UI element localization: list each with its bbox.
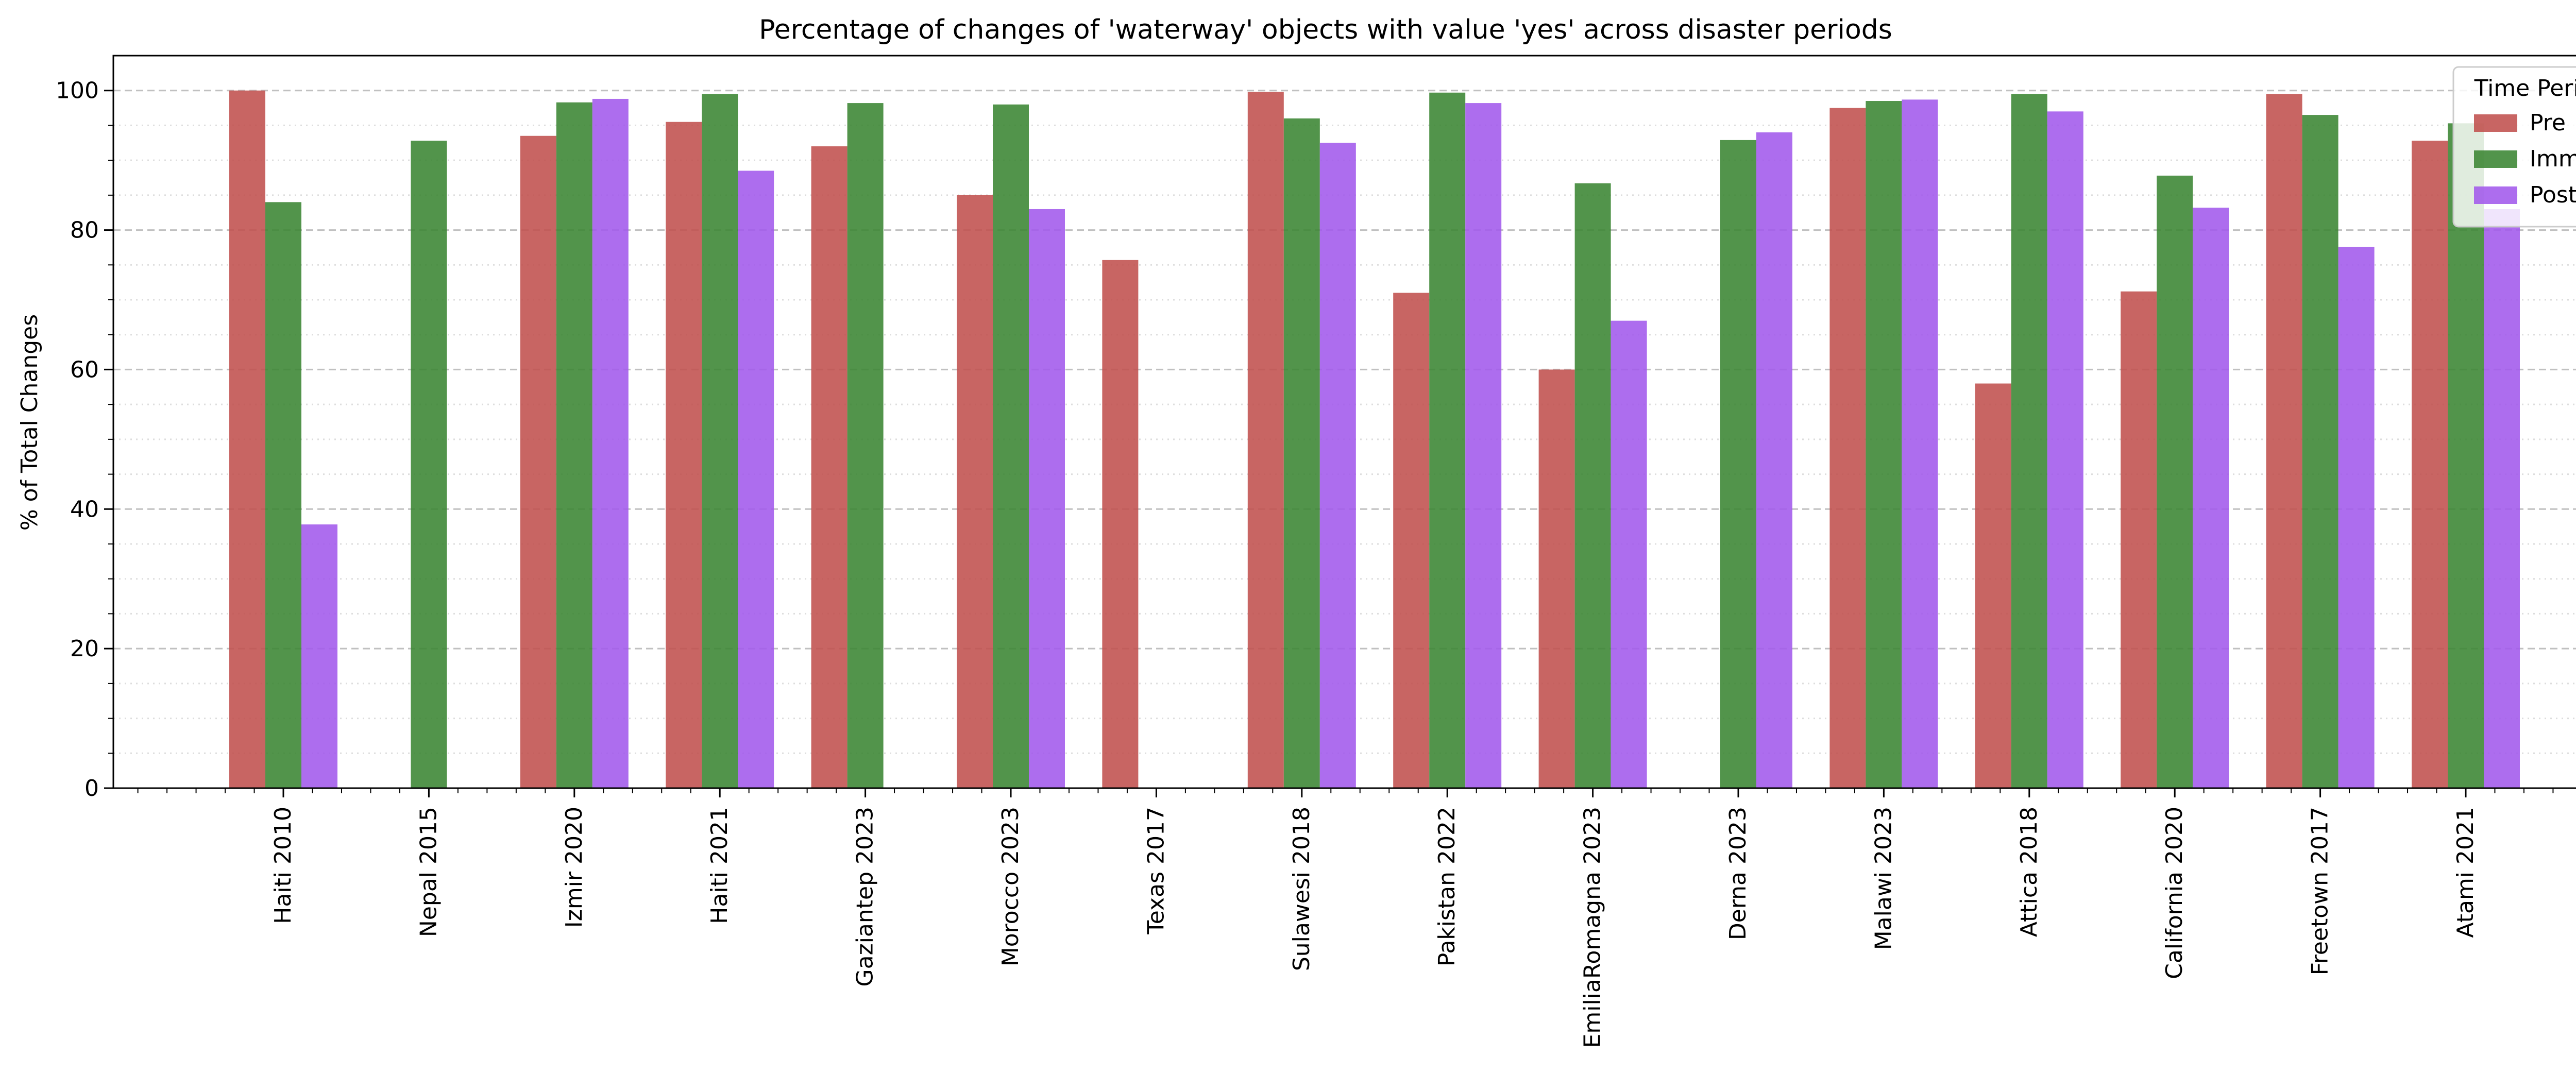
bar-imm: [2157, 175, 2193, 788]
bar-pre: [666, 122, 702, 789]
y-tick-label: 60: [70, 356, 99, 383]
bar-imm: [1720, 140, 1756, 789]
x-tick-label: Pakistan 2022: [1434, 807, 1460, 966]
bar-pre: [1247, 92, 1284, 788]
bar-post: [2047, 111, 2083, 788]
bar-imm: [1574, 183, 1611, 789]
x-tick-label: Sulawesi 2018: [1289, 807, 1315, 971]
bar-post: [1756, 132, 1792, 788]
bar-imm: [993, 104, 1029, 788]
bar-pre: [1102, 260, 1139, 789]
bar-imm: [2011, 94, 2047, 788]
bar-imm: [847, 103, 884, 788]
bar-pre: [1975, 383, 2011, 788]
bar-post: [1029, 209, 1065, 788]
bar-imm: [411, 141, 447, 788]
axes: 0 20 40 60 80 100 Haiti 2010 Nepal 2015 Izmir 20…: [56, 55, 2576, 1048]
x-tick-label: Texas 2017: [1143, 807, 1169, 935]
y-tick-label: 80: [70, 217, 99, 244]
bar-imm: [1429, 92, 1466, 789]
chart-title: Percentage of changes of 'waterway' obje…: [759, 14, 1892, 45]
bar-post: [301, 524, 337, 788]
y-tick-label: 20: [70, 636, 99, 662]
x-tick-label: EmiliaRomagna 2023: [1580, 807, 1606, 1048]
bar-imm: [2448, 123, 2484, 788]
y-tick-label: 0: [84, 775, 99, 802]
x-tick-label: California 2020: [2161, 807, 2188, 979]
bar-imm: [1283, 118, 1320, 788]
bar-pre: [520, 135, 556, 788]
bar-post: [2193, 208, 2229, 789]
bar-post: [1902, 99, 1938, 788]
bar-imm: [702, 94, 738, 788]
x-tick-label: Morocco 2023: [997, 807, 1024, 966]
legend-label-pre: Pre: [2530, 110, 2566, 136]
x-tick-label: Haiti 2010: [270, 807, 296, 924]
bar-pre: [957, 195, 993, 788]
x-tick-label: Atami 2021: [2452, 807, 2479, 938]
legend-label-imm: Imm: [2530, 146, 2576, 172]
x-tick-label: Gaziantep 2023: [852, 807, 878, 986]
bar-pre: [1538, 369, 1575, 788]
y-tick-label: 40: [70, 496, 99, 522]
x-tick-label: Derna 2023: [1725, 807, 1751, 940]
plot-frame: [112, 55, 2576, 789]
x-tick-label: Haiti 2021: [706, 807, 733, 924]
x-tick-label: Freetown 2017: [2307, 807, 2333, 975]
bar-pre: [229, 90, 265, 789]
legend-swatch-post: [2474, 186, 2517, 204]
legend-swatch-imm: [2474, 150, 2517, 168]
bar-post: [2338, 247, 2375, 789]
bar-post: [738, 171, 774, 788]
bar-pre: [2121, 291, 2157, 788]
bar-pre: [1829, 108, 1866, 789]
bar-imm: [2302, 115, 2338, 789]
bar-pre: [1393, 293, 1430, 788]
y-axis-label: % of Total Changes: [16, 314, 43, 531]
legend-title: Time Period: [2474, 75, 2576, 101]
bar-imm: [556, 102, 592, 788]
bar-post: [1465, 103, 1502, 788]
bar-imm: [265, 202, 301, 788]
legend-label-post: Post: [2530, 182, 2576, 208]
legend-swatch-pre: [2474, 114, 2517, 132]
bars: [229, 90, 2520, 789]
bar-pre: [2266, 94, 2302, 788]
legend: Time Period Pre Imm Post: [2452, 66, 2576, 228]
bar-post: [1611, 320, 1647, 788]
bar-pre: [2412, 141, 2448, 788]
x-tick-label: Attica 2018: [2016, 807, 2042, 937]
bar-pre: [811, 146, 848, 788]
y-tick-label: 100: [56, 78, 99, 104]
bar-imm: [1866, 101, 1902, 788]
bar-post: [592, 98, 629, 789]
bar-post: [1319, 143, 1356, 789]
bar-post: [2484, 209, 2520, 788]
x-tick-label: Nepal 2015: [415, 807, 442, 937]
x-tick-label: Izmir 2020: [561, 807, 587, 928]
x-tick-label: Malawi 2023: [1870, 807, 1896, 950]
